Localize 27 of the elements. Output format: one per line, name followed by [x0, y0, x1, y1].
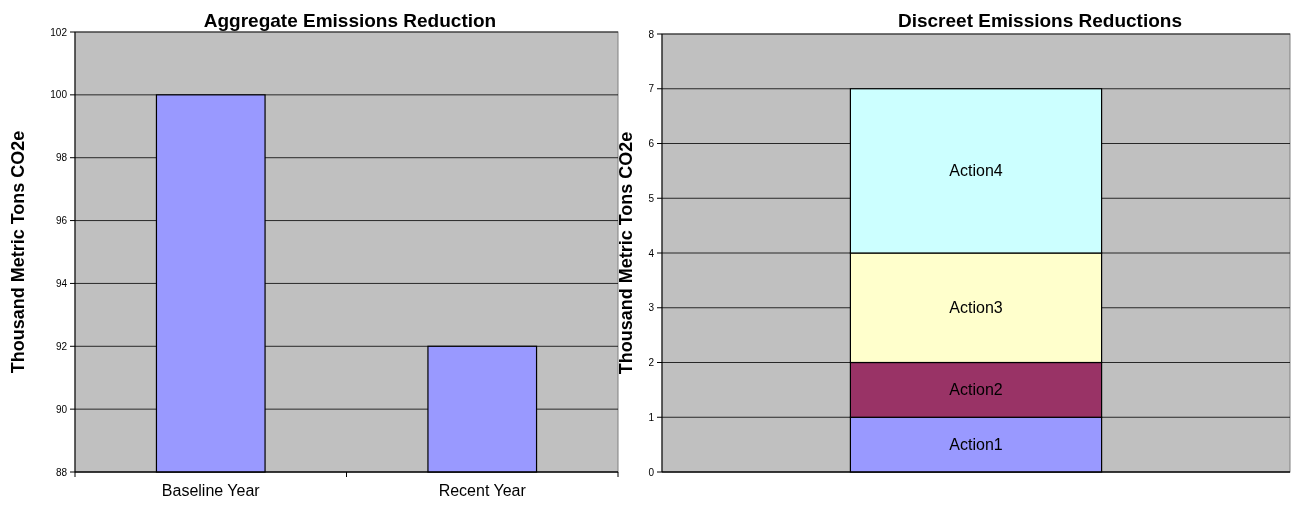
y-axis-title: Thousand Metric Tons CO2e [8, 130, 28, 374]
series-label: Action2 [949, 381, 1003, 399]
x-tick-label: Baseline Year [161, 482, 261, 499]
y-tick-label: 100 [50, 89, 68, 101]
y-tick-label: 98 [55, 152, 68, 164]
y-tick-label: 102 [50, 26, 68, 38]
series-label: Action4 [949, 162, 1003, 180]
y-tick-label: 0 [648, 466, 655, 478]
x-tick-label: Recent Year [438, 482, 527, 499]
y-tick-label: 92 [55, 340, 68, 352]
y-axis-title: Thousand Metric Tons CO2e [616, 131, 636, 375]
series-label: Action1 [949, 436, 1003, 454]
chart-title: Discreet Emissions Reductions [897, 10, 1183, 31]
y-tick-label: 96 [55, 215, 68, 227]
y-tick-label: 4 [648, 247, 655, 259]
y-tick-label: 5 [648, 192, 655, 204]
y-tick-label: 3 [648, 302, 655, 314]
y-tick-label: 7 [648, 83, 655, 95]
y-tick-label: 94 [55, 277, 68, 289]
y-tick-label: 2 [648, 357, 655, 368]
y-tick-label: 90 [55, 403, 68, 415]
series-label: Action3 [949, 299, 1003, 317]
chart-title: Aggregate Emissions Reduction [203, 10, 497, 31]
y-tick-label: 8 [648, 28, 655, 40]
y-tick-label: 88 [55, 466, 68, 478]
y-tick-label: 6 [648, 138, 655, 149]
y-tick-label: 1 [648, 411, 655, 423]
